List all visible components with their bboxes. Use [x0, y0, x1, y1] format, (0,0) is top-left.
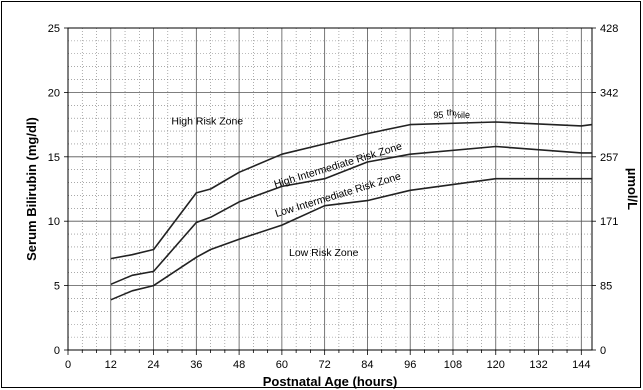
y-tick-label: 20	[48, 87, 60, 99]
x-tick-label: 0	[65, 359, 71, 371]
y-tick-label: 5	[54, 281, 60, 293]
annotation-label: %ile	[453, 110, 470, 120]
x-axis-title: Postnatal Age (hours)	[263, 374, 398, 389]
x-tick-label: 36	[190, 359, 202, 371]
y-right-tick-label: 257	[600, 152, 618, 164]
y-tick-label: 10	[48, 216, 60, 228]
y-axis-title: Serum Bilirubin (mg/dl)	[24, 117, 39, 261]
x-tick-label: 12	[105, 359, 117, 371]
x-tick-label: 108	[444, 359, 462, 371]
x-tick-label: 72	[319, 359, 331, 371]
x-tick-label: 144	[572, 359, 590, 371]
x-tick-label: 48	[233, 359, 245, 371]
x-tick-label: 84	[361, 359, 373, 371]
annotation-label: High Risk Zone	[171, 116, 243, 128]
y-right-tick-label: 171	[600, 216, 618, 228]
percentile-line-1	[110, 145, 592, 286]
annotation-label: 95	[433, 110, 443, 120]
y-right-axis-title: µmol/L	[625, 168, 640, 210]
x-tick-label: 24	[147, 359, 159, 371]
percentile-line-0	[110, 121, 593, 260]
x-tick-label: 132	[529, 359, 547, 371]
annotation-label: Low Risk Zone	[289, 247, 359, 259]
percentile-line-2	[110, 177, 592, 301]
x-tick-label: 60	[276, 359, 288, 371]
y-tick-label: 15	[48, 152, 60, 164]
annotation-label: th	[447, 108, 455, 118]
plot-border	[67, 27, 593, 351]
y-right-tick-label: 0	[600, 345, 606, 357]
y-right-tick-label: 342	[600, 87, 618, 99]
y-right-tick-label: 428	[600, 23, 618, 35]
y-tick-label: 25	[48, 23, 60, 35]
y-right-tick-label: 85	[600, 281, 612, 293]
x-tick-label: 120	[487, 359, 505, 371]
y-tick-label: 0	[54, 345, 60, 357]
x-tick-label: 96	[404, 359, 416, 371]
